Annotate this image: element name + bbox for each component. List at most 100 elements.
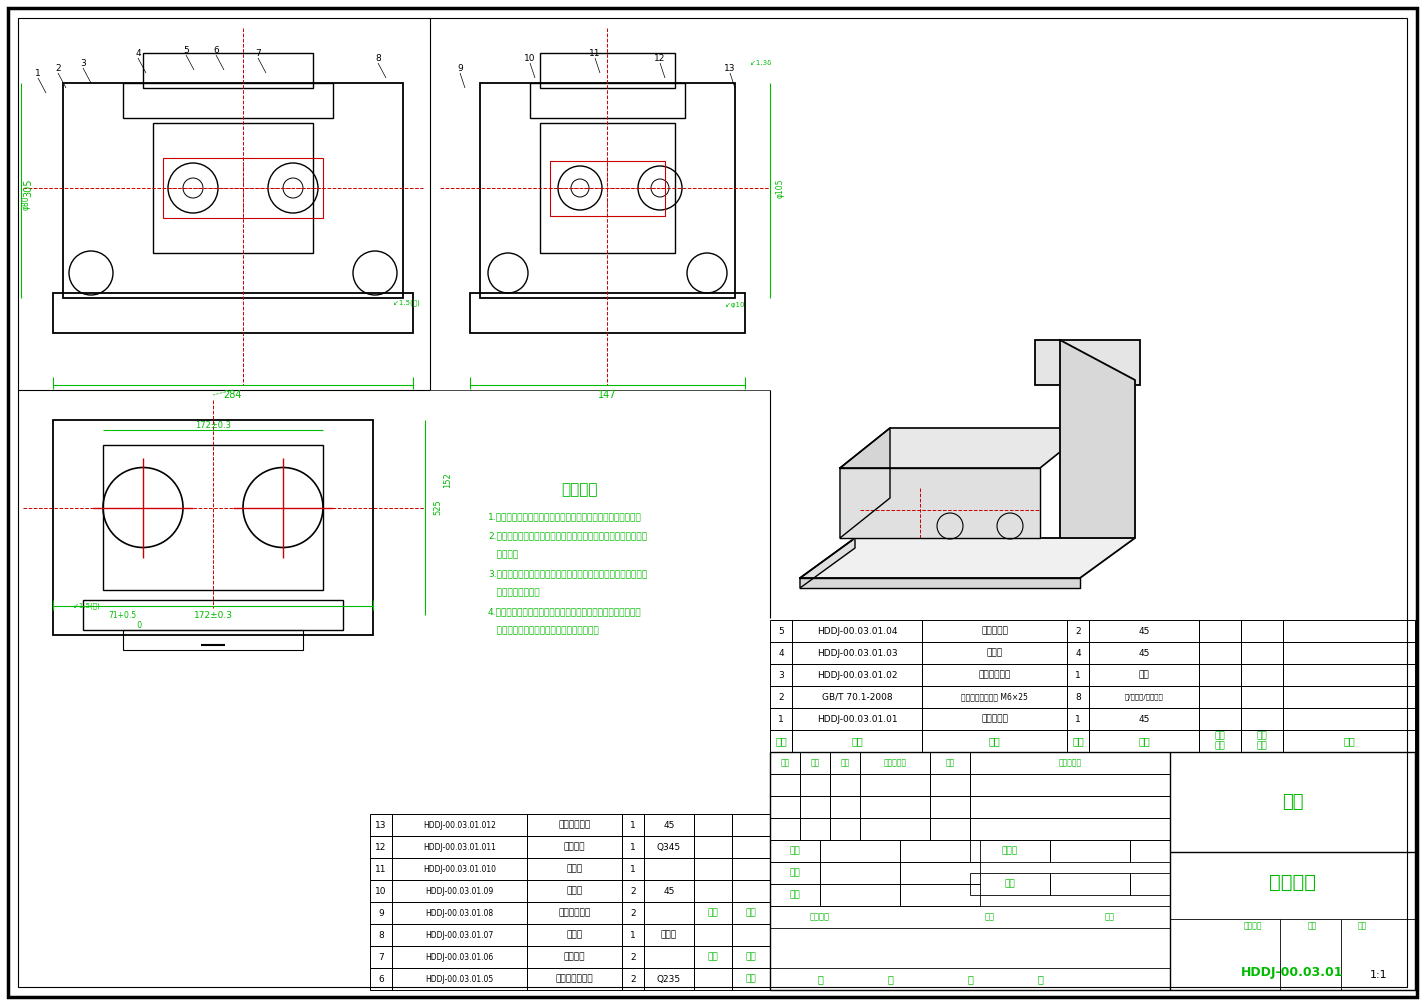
Text: 代号: 代号 <box>851 736 864 746</box>
Bar <box>1089 686 1198 708</box>
Bar <box>931 752 970 774</box>
Text: 打结机构: 打结机构 <box>1270 872 1317 891</box>
Bar <box>770 818 799 840</box>
Bar <box>1241 730 1282 752</box>
Bar <box>370 836 392 858</box>
Text: 71+0.5: 71+0.5 <box>108 610 137 619</box>
Bar <box>770 840 819 862</box>
Text: 4: 4 <box>135 48 141 57</box>
Text: 标记: 标记 <box>781 759 789 768</box>
Polygon shape <box>839 428 891 538</box>
Text: 9: 9 <box>457 63 463 72</box>
Bar <box>819 862 901 884</box>
Bar <box>1067 730 1089 752</box>
Bar <box>527 968 621 990</box>
Bar <box>1282 708 1415 730</box>
Bar <box>694 880 732 902</box>
Text: HDDJ-00.03.01.08: HDDJ-00.03.01.08 <box>426 909 493 918</box>
Text: 轴承座安装座: 轴承座安装座 <box>559 820 590 829</box>
Bar <box>527 880 621 902</box>
Bar <box>1067 686 1089 708</box>
Text: 数量: 数量 <box>1072 736 1084 746</box>
Text: HDDJ-00.03.01.02: HDDJ-00.03.01.02 <box>817 670 898 679</box>
Text: 名称: 名称 <box>989 736 1000 746</box>
Bar <box>644 902 694 924</box>
Bar <box>123 630 304 650</box>
Text: 1: 1 <box>630 842 636 851</box>
Bar <box>152 123 314 253</box>
Bar <box>392 924 527 946</box>
Bar <box>792 730 922 752</box>
Bar <box>644 880 694 902</box>
Bar <box>922 620 1067 642</box>
Text: 1: 1 <box>36 68 41 77</box>
Text: 2: 2 <box>630 909 636 918</box>
Bar <box>392 858 527 880</box>
Text: 1: 1 <box>778 715 784 724</box>
Bar <box>732 902 770 924</box>
Bar <box>370 902 392 924</box>
Bar <box>694 902 732 924</box>
Text: 工艺: 工艺 <box>789 890 801 899</box>
Bar <box>1198 730 1241 752</box>
Bar <box>1089 730 1198 752</box>
Text: HDDJ-00.03.01.05: HDDJ-00.03.01.05 <box>426 975 493 984</box>
Text: 某: 某 <box>886 974 893 984</box>
Bar <box>370 814 392 836</box>
Bar <box>694 924 732 946</box>
Bar <box>621 880 644 902</box>
Text: HDDJ-00.03.01.09: HDDJ-00.03.01.09 <box>426 886 493 895</box>
Text: 总计: 总计 <box>1257 732 1267 741</box>
Text: 楔型推动气缸: 楔型推动气缸 <box>559 909 590 918</box>
Bar <box>644 946 694 968</box>
Bar <box>621 836 644 858</box>
Text: 签名: 签名 <box>945 759 955 768</box>
Bar <box>1282 642 1415 664</box>
Bar <box>1241 620 1282 642</box>
Bar <box>770 708 792 730</box>
Text: 调节气缸: 调节气缸 <box>564 953 586 962</box>
Bar <box>540 53 675 88</box>
Text: 1: 1 <box>1074 670 1082 679</box>
Bar <box>829 774 861 796</box>
Text: 重量: 重量 <box>1214 742 1226 751</box>
Bar <box>1198 686 1241 708</box>
Text: Q345: Q345 <box>657 842 681 851</box>
Bar <box>1198 642 1241 664</box>
Text: HDDJ-00.03.01.06: HDDJ-00.03.01.06 <box>426 953 493 962</box>
Bar <box>732 858 770 880</box>
Text: 共: 共 <box>817 974 822 984</box>
Bar <box>970 818 1170 840</box>
Bar <box>1241 642 1282 664</box>
Text: HDDJ-00.03.01.010: HDDJ-00.03.01.010 <box>423 864 496 873</box>
Bar <box>540 123 675 253</box>
Text: 45: 45 <box>1139 715 1150 724</box>
Text: 审核: 审核 <box>789 868 801 877</box>
Text: 多种: 多种 <box>1139 670 1150 679</box>
Text: 打结挂刀: 打结挂刀 <box>564 842 586 851</box>
Bar <box>922 642 1067 664</box>
Bar <box>621 946 644 968</box>
Bar <box>527 858 621 880</box>
Text: 172±0.3: 172±0.3 <box>194 610 232 619</box>
Bar <box>370 946 392 968</box>
Text: 托料升降装置: 托料升降装置 <box>979 670 1010 679</box>
Text: 2: 2 <box>630 886 636 895</box>
Bar <box>970 840 1050 862</box>
Text: 12: 12 <box>654 53 665 62</box>
Text: 4.零件在装配前必须清理和清洗干净，不得有毛刺、飞边、氧化: 4.零件在装配前必须清理和清洗干净，不得有毛刺、飞边、氧化 <box>487 607 641 616</box>
Bar <box>931 818 970 840</box>
Bar <box>694 814 732 836</box>
Polygon shape <box>839 468 1040 538</box>
Bar <box>1050 840 1130 862</box>
Bar <box>1050 873 1130 895</box>
Bar <box>931 774 970 796</box>
Bar <box>799 796 829 818</box>
Bar <box>792 664 922 686</box>
Bar <box>392 836 527 858</box>
Bar <box>770 686 792 708</box>
Text: HDDJ-00.03.01.07: HDDJ-00.03.01.07 <box>426 931 493 940</box>
Text: 拧紧，防止松动。: 拧紧，防止松动。 <box>487 588 540 597</box>
Bar <box>901 884 980 906</box>
Text: HDDJ-00.03.01.03: HDDJ-00.03.01.03 <box>817 648 898 657</box>
